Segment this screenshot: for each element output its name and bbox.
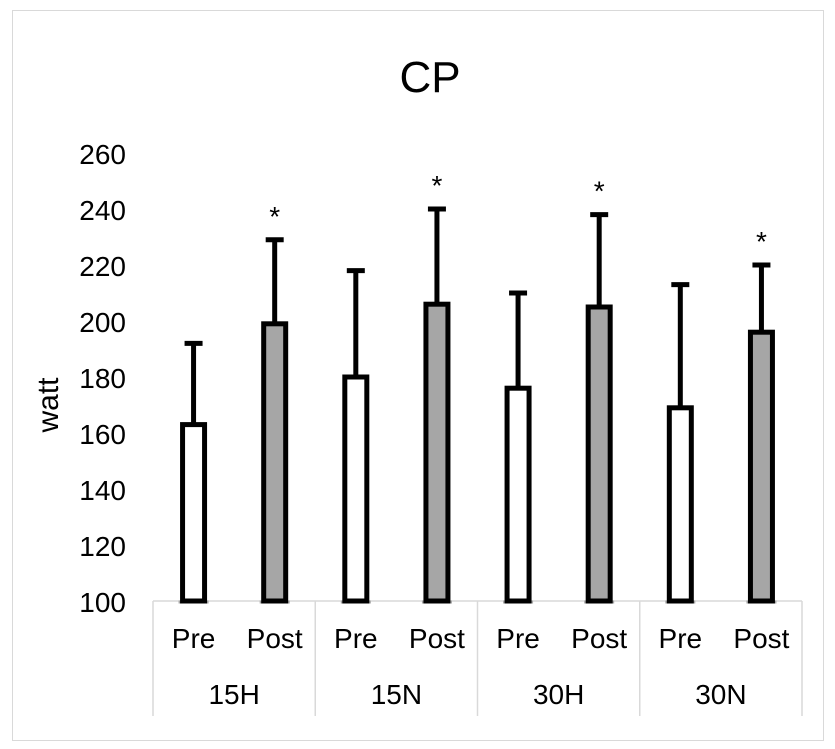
subcategory-label: Pre bbox=[659, 623, 703, 654]
subcategory-label: Post bbox=[571, 623, 627, 654]
bar-15N-Post bbox=[423, 301, 451, 604]
subcategory-label: Post bbox=[247, 623, 303, 654]
significance-marker: * bbox=[269, 201, 280, 232]
subcategory-label: Post bbox=[409, 623, 465, 654]
subcategory-label: Pre bbox=[496, 623, 540, 654]
group-label: 30N bbox=[695, 679, 746, 710]
bar-15H-Post bbox=[261, 321, 289, 604]
y-axis-label: watt bbox=[32, 377, 65, 434]
group-label: 30H bbox=[533, 679, 584, 710]
significance-marker: * bbox=[431, 170, 442, 201]
y-tick-label-160: 160 bbox=[79, 419, 126, 450]
y-tick-label-100: 100 bbox=[79, 587, 126, 618]
subcategory-label: Post bbox=[733, 623, 789, 654]
subcategory-label: Pre bbox=[334, 623, 378, 654]
y-tick-label-140: 140 bbox=[79, 475, 126, 506]
y-tick-label-120: 120 bbox=[79, 531, 126, 562]
y-axis-ticks: 100 120 140 160 180 200 220 240 260 bbox=[79, 139, 126, 618]
y-tick-label-220: 220 bbox=[79, 251, 126, 282]
subcategory-label: Pre bbox=[172, 623, 216, 654]
y-tick-label-240: 240 bbox=[79, 195, 126, 226]
chart-frame bbox=[12, 10, 824, 741]
bar-30H-Post bbox=[585, 304, 613, 604]
bar-30H-Pre bbox=[504, 385, 532, 604]
chart-title: CP bbox=[399, 53, 460, 102]
bar-15N-Pre bbox=[342, 374, 370, 604]
x-axis-labels: Pre Post 15H Pre Post 15N Pre Post 30H Pre Post 30N bbox=[172, 623, 790, 710]
y-tick-label-200: 200 bbox=[79, 307, 126, 338]
group-label: 15N bbox=[371, 679, 422, 710]
significance-marker: * bbox=[756, 226, 767, 257]
bar-15H-Pre bbox=[180, 422, 208, 604]
bars-layer: * * * * bbox=[178, 170, 777, 604]
bar-30N-Post bbox=[747, 329, 775, 604]
bar-30N-Pre bbox=[666, 405, 694, 604]
y-tick-label-260: 260 bbox=[79, 139, 126, 170]
significance-marker: * bbox=[594, 176, 605, 207]
y-tick-label-180: 180 bbox=[79, 363, 126, 394]
group-label: 15H bbox=[208, 679, 259, 710]
